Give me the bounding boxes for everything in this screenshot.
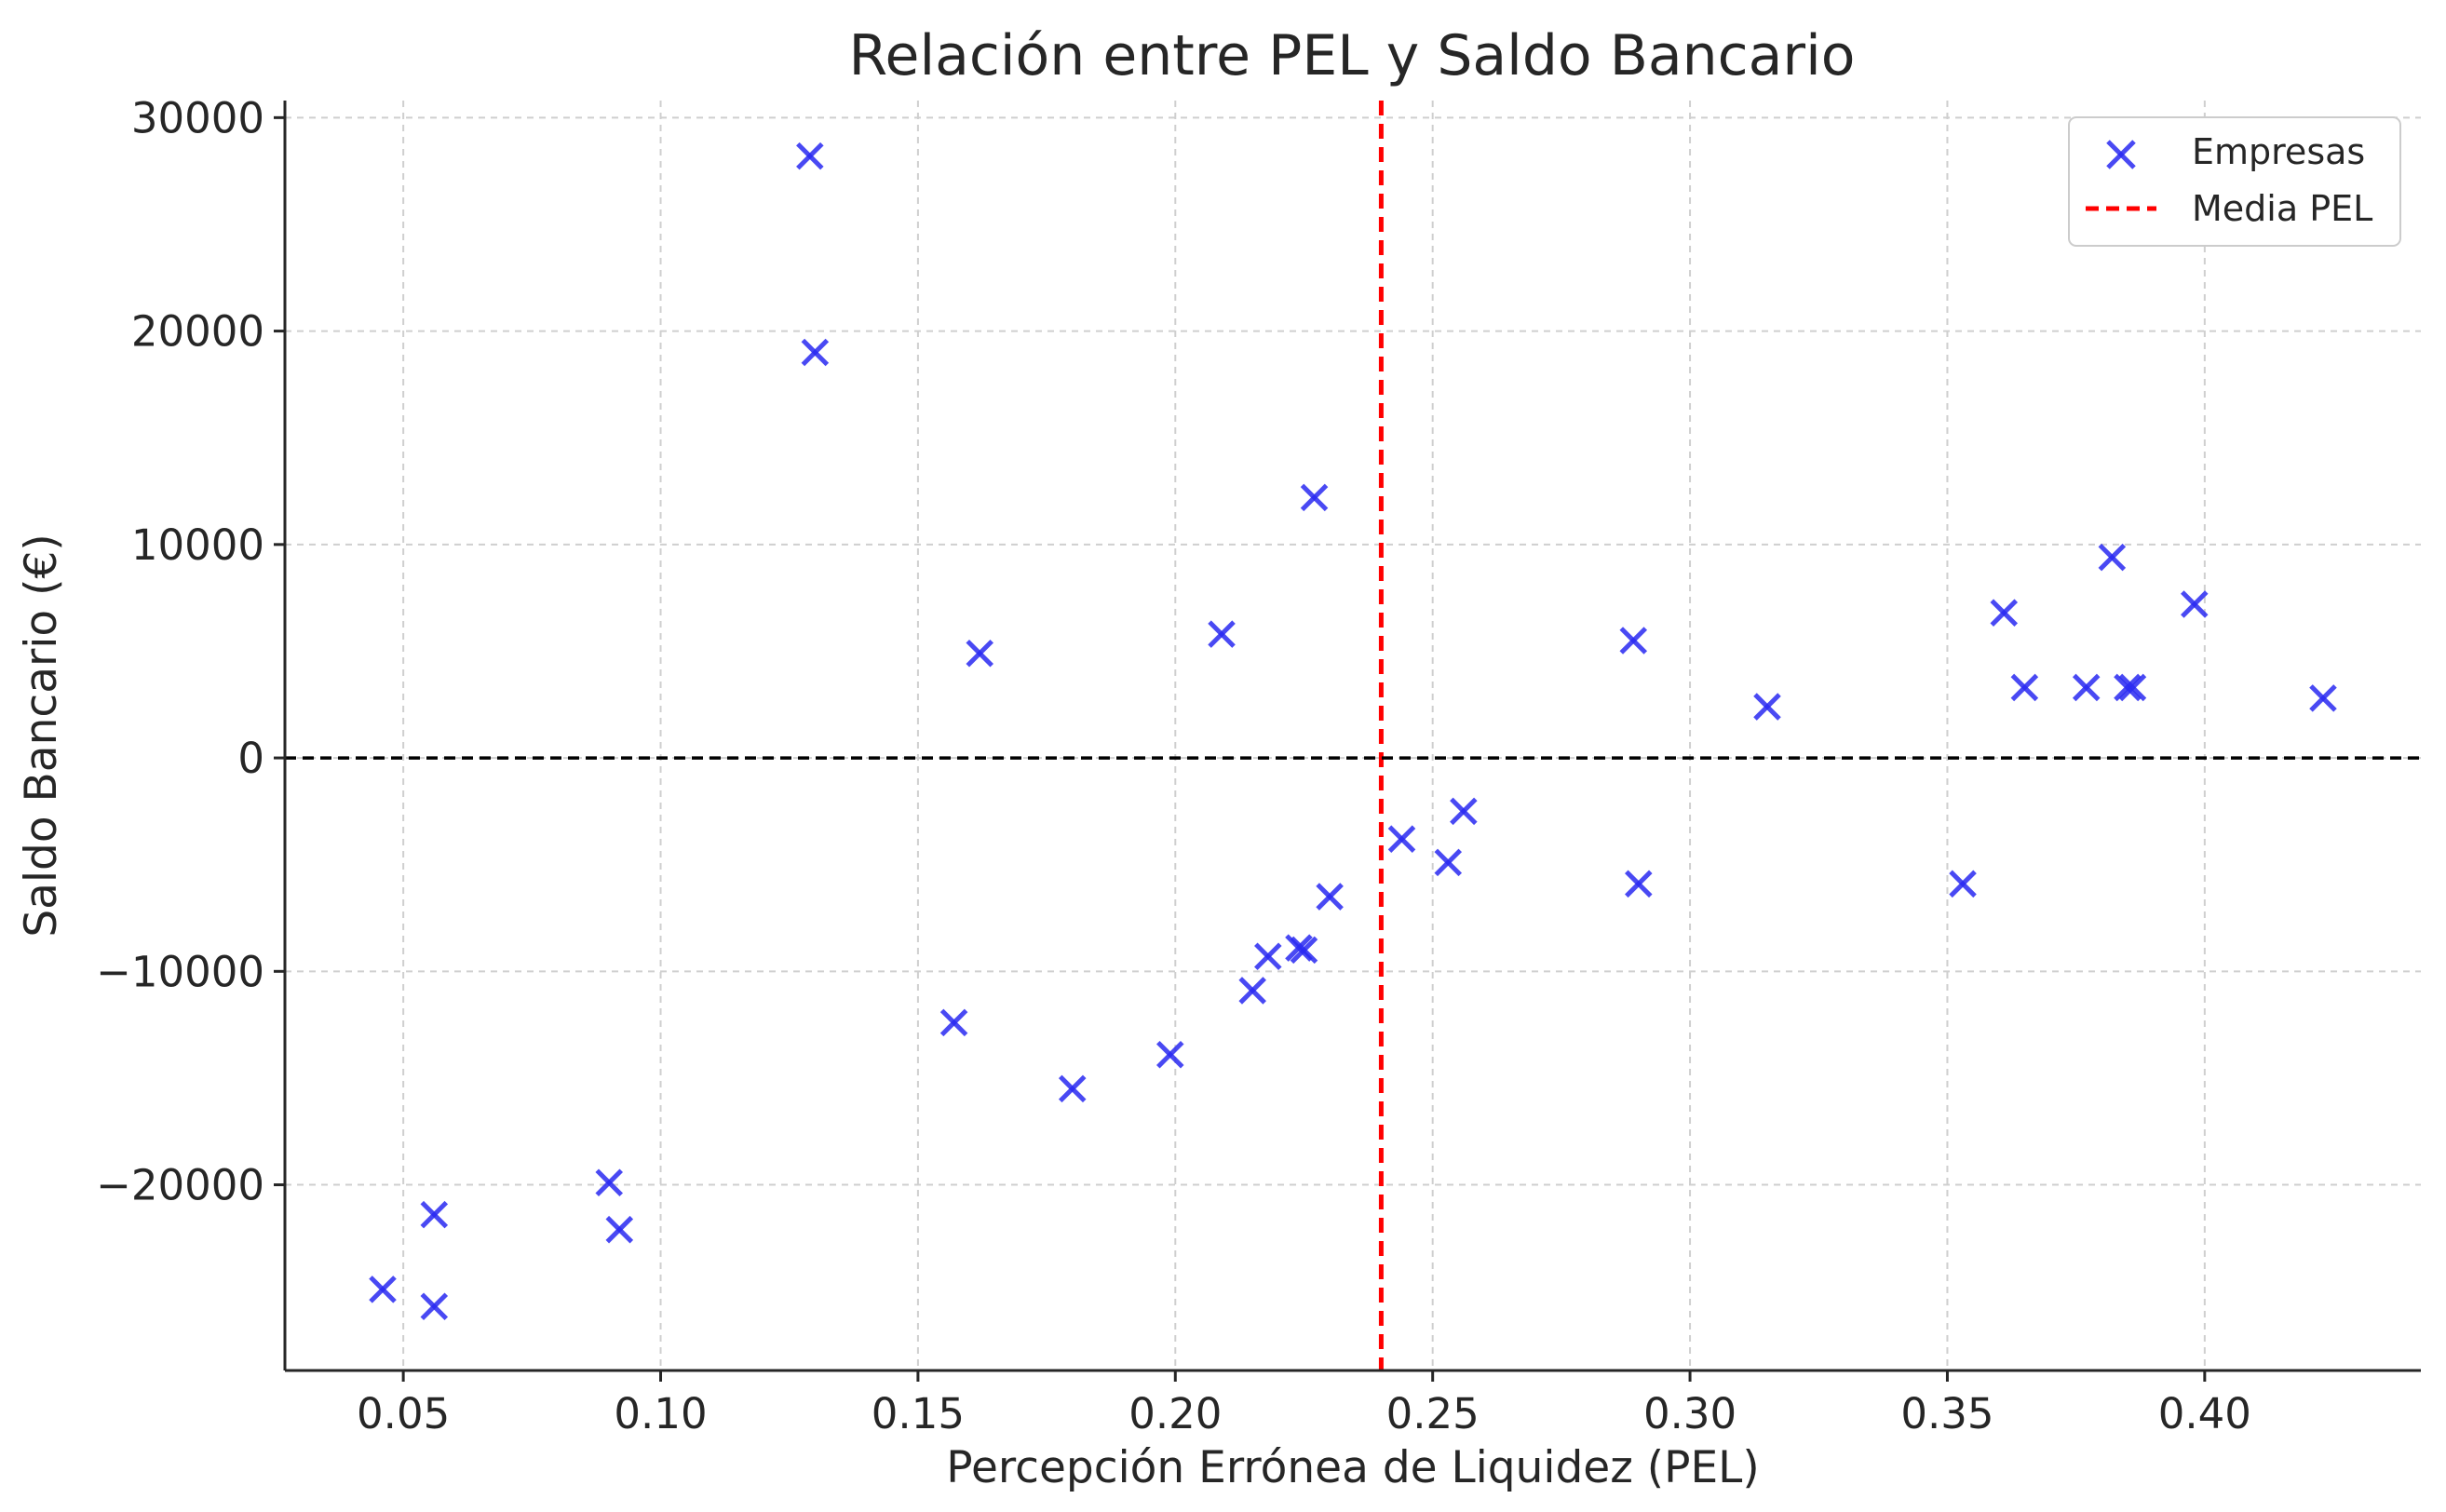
data-point-marker xyxy=(2181,590,2209,618)
data-point-marker xyxy=(1990,599,2019,627)
data-point-marker xyxy=(369,1276,397,1303)
data-point-marker xyxy=(2098,543,2127,572)
data-point-marker xyxy=(2010,673,2039,702)
data-point-marker xyxy=(1316,883,1344,911)
chart-title: Relación entre PEL y Saldo Bancario xyxy=(849,23,1856,88)
data-point-marker xyxy=(1387,825,1416,853)
data-point-marker xyxy=(966,639,994,668)
data-point-marker xyxy=(595,1168,624,1197)
data-point-marker xyxy=(1625,870,1653,898)
x-tick-label: 0.25 xyxy=(1386,1389,1480,1438)
x-tick-label: 0.05 xyxy=(357,1389,450,1438)
data-point-marker xyxy=(1619,627,1648,655)
data-point-marker xyxy=(2114,673,2142,702)
legend-box xyxy=(2068,116,2401,247)
y-tick-label: −20000 xyxy=(96,1161,264,1210)
data-point-marker xyxy=(1254,942,1282,971)
data-point-marker xyxy=(2309,684,2337,712)
data-point-marker xyxy=(2072,673,2101,702)
data-point-marker xyxy=(1238,977,1266,1005)
y-tick-label: 10000 xyxy=(131,520,264,570)
y-axis-ticks: −20000 −10000 0 10000 20000 30000 xyxy=(96,93,285,1210)
x-axis-ticks: 0.05 0.10 0.15 0.20 0.25 0.30 0.35 0.40 xyxy=(357,1370,2251,1438)
data-point-marker xyxy=(1208,620,1236,648)
x-axis-label: Percepción Errónea de Liquidez (PEL) xyxy=(946,1442,1759,1493)
data-point-marker xyxy=(1450,797,1478,826)
data-point-marker xyxy=(420,1292,449,1320)
y-tick-label: −10000 xyxy=(96,947,264,996)
plot-spines xyxy=(283,101,2421,1372)
data-points xyxy=(369,142,2337,1320)
legend: Empresas Media PEL xyxy=(2068,116,2401,247)
data-point-marker xyxy=(1290,936,1318,965)
legend-label-media-pel: Media PEL xyxy=(2192,188,2372,229)
data-point-marker xyxy=(1155,1040,1184,1069)
x-tick-label: 0.10 xyxy=(614,1389,707,1438)
y-tick-label: 20000 xyxy=(131,307,264,357)
y-tick-label: 0 xyxy=(237,734,264,783)
data-point-marker xyxy=(1058,1074,1087,1103)
x-tick-label: 0.40 xyxy=(2158,1389,2251,1438)
legend-label-empresas: Empresas xyxy=(2192,131,2365,172)
data-point-marker xyxy=(1949,870,1977,898)
data-point-marker xyxy=(801,338,830,367)
x-tick-label: 0.15 xyxy=(872,1389,965,1438)
y-tick-label: 30000 xyxy=(131,93,264,142)
data-point-marker xyxy=(605,1215,634,1244)
legend-marker-x-icon xyxy=(2106,140,2136,169)
x-tick-label: 0.30 xyxy=(1643,1389,1737,1438)
data-point-marker xyxy=(1300,483,1329,512)
y-axis-label: Saldo Bancario (€) xyxy=(16,533,67,937)
x-tick-label: 0.35 xyxy=(1900,1389,1993,1438)
data-point-marker xyxy=(939,1008,968,1037)
data-point-marker xyxy=(2118,673,2147,702)
data-point-marker xyxy=(1753,693,1781,721)
reference-lines xyxy=(285,101,2421,1370)
data-point-marker xyxy=(1434,848,1463,877)
data-point-marker xyxy=(420,1200,449,1229)
x-tick-label: 0.20 xyxy=(1128,1389,1222,1438)
data-point-marker xyxy=(796,142,824,170)
